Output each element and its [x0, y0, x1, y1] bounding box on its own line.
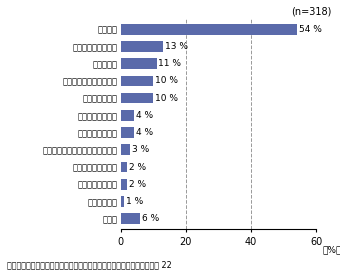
Bar — [121, 162, 127, 172]
Text: 2 %: 2 % — [129, 180, 146, 189]
Text: 4 %: 4 % — [136, 111, 153, 120]
Text: （%）: （%） — [323, 245, 340, 254]
Text: 3 %: 3 % — [132, 145, 150, 154]
Bar — [121, 41, 163, 52]
Text: 10 %: 10 % — [155, 76, 178, 85]
Text: 10 %: 10 % — [155, 94, 178, 103]
Text: 1 %: 1 % — [126, 197, 143, 206]
Bar — [121, 76, 153, 86]
Bar — [121, 24, 296, 35]
Bar — [121, 196, 124, 207]
Text: 54 %: 54 % — [299, 25, 322, 34]
Text: 13 %: 13 % — [165, 42, 188, 51]
Text: 4 %: 4 % — [136, 128, 153, 137]
Bar — [121, 127, 134, 138]
Text: 6 %: 6 % — [142, 214, 159, 223]
Bar — [121, 144, 131, 155]
Bar — [121, 213, 140, 224]
Text: 11 %: 11 % — [158, 59, 182, 68]
Text: (n=318): (n=318) — [291, 7, 332, 17]
Text: 資料：中小企業基盤整備機構「中小企業海外事業活動実態調査」（平成 22: 資料：中小企業基盤整備機構「中小企業海外事業活動実態調査」（平成 22 — [7, 261, 172, 270]
Text: 2 %: 2 % — [129, 163, 146, 172]
Bar — [121, 179, 127, 190]
Bar — [121, 93, 153, 104]
Bar — [121, 58, 156, 69]
Bar — [121, 110, 134, 121]
